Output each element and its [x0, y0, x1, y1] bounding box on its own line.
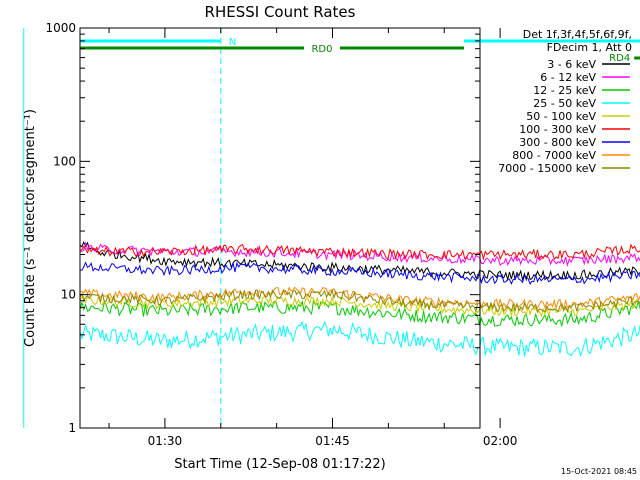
series-line — [79, 241, 640, 268]
chart-title: RHESSI Count Rates — [205, 3, 356, 21]
plot-timestamp: 15-Oct-2021 08:45 — [561, 467, 637, 476]
y-tick-label: 10 — [61, 288, 76, 302]
legend-header-line: FDecim 1, Att 0 — [547, 41, 632, 54]
decimation-bar-label: RD4 — [609, 53, 630, 64]
attenuator-bar-label: N — [229, 37, 236, 48]
legend-entry-label: 7000 - 15000 keV — [498, 162, 596, 175]
y-tick-label: 1 — [68, 421, 76, 435]
y-axis-label: Count Rate (s⁻¹ detector segment⁻¹) — [23, 109, 38, 347]
y-tick-label: 100 — [53, 154, 76, 168]
legend-entry-label: 12 - 25 keV — [533, 84, 596, 97]
legend-header-line: Det 1f,3f,4f,5f,6f,9f, — [523, 28, 632, 41]
plot-frame — [79, 27, 481, 429]
series-line — [79, 299, 640, 328]
series-layer — [79, 241, 640, 358]
series-line — [79, 241, 640, 282]
annotation-layer: N RD0 RD4 — [23, 28, 640, 428]
legend-entry-label: 100 - 300 keV — [519, 123, 596, 136]
series-line — [79, 294, 640, 318]
y-tick-label: 1000 — [45, 21, 76, 35]
decimation-bar-label: RD0 — [311, 44, 332, 55]
legend-entry-label: 6 - 12 keV — [540, 71, 596, 84]
series-line — [79, 288, 640, 313]
x-tick-label: 01:30 — [148, 434, 183, 448]
legend-entry-label: 800 - 7000 keV — [512, 149, 596, 162]
x-tick-label: 02:00 — [483, 434, 518, 448]
legend-entry-label: 300 - 800 keV — [519, 136, 596, 149]
legend-entry-label: 50 - 100 keV — [526, 110, 596, 123]
series-line — [79, 320, 640, 358]
x-axis-label: Start Time (12-Sep-08 01:17:22) — [174, 457, 385, 472]
series-line — [79, 243, 640, 261]
legend: Det 1f,3f,4f,5f,6f,9f,FDecim 1, Att 0 3 -… — [498, 28, 632, 175]
legend-entry-label: 3 - 6 keV — [547, 58, 596, 71]
legend-entry-label: 25 - 50 keV — [533, 97, 596, 110]
x-tick-label: 01:45 — [315, 434, 350, 448]
series-line — [79, 261, 640, 285]
